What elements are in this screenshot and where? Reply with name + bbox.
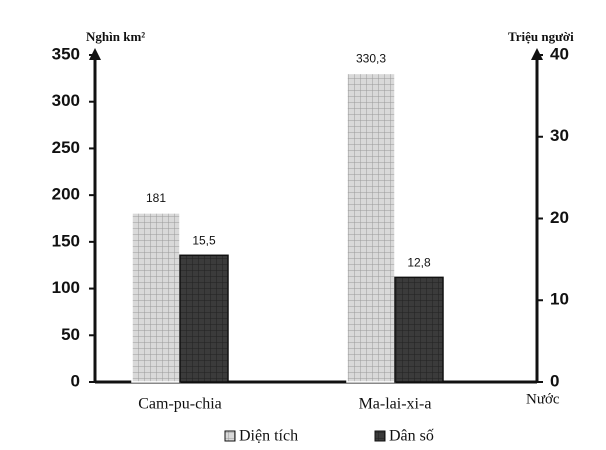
y2-tick-label: 20 <box>550 208 569 227</box>
y2-tick-label: 40 <box>550 44 569 63</box>
y2-tick-label: 0 <box>550 371 559 390</box>
x-axis-label: Nước <box>526 391 560 407</box>
y-tick-label: 0 <box>71 371 80 390</box>
y-tick-label: 200 <box>52 185 80 204</box>
y2-axis-label: Triệu người <box>508 29 574 44</box>
bar <box>131 212 181 383</box>
y-tick-label: 50 <box>61 325 80 344</box>
y-tick-label: 100 <box>52 278 80 297</box>
value-label: 330,3 <box>356 52 386 66</box>
legend-swatch <box>224 430 236 442</box>
value-label: 181 <box>146 191 166 205</box>
y2-tick-label: 10 <box>550 290 569 309</box>
y-axis-label: Nghìn km² <box>86 29 145 44</box>
legend-label: Dân số <box>389 428 434 445</box>
bar <box>394 276 444 383</box>
y2-tick-label: 30 <box>550 126 569 145</box>
legend-label: Diện tích <box>239 428 298 445</box>
legend-swatch <box>374 430 386 442</box>
value-label: 12,8 <box>407 256 431 270</box>
value-label: 15,5 <box>192 233 216 247</box>
bar <box>346 72 396 383</box>
x-tick-label: Cam-pu-chia <box>138 396 222 413</box>
y-tick-label: 350 <box>52 44 80 63</box>
y-tick-label: 150 <box>52 231 80 250</box>
x-tick-label: Ma-lai-xi-a <box>359 396 432 413</box>
y-tick-label: 300 <box>52 91 80 110</box>
bar <box>179 254 229 383</box>
y-tick-label: 250 <box>52 138 80 157</box>
